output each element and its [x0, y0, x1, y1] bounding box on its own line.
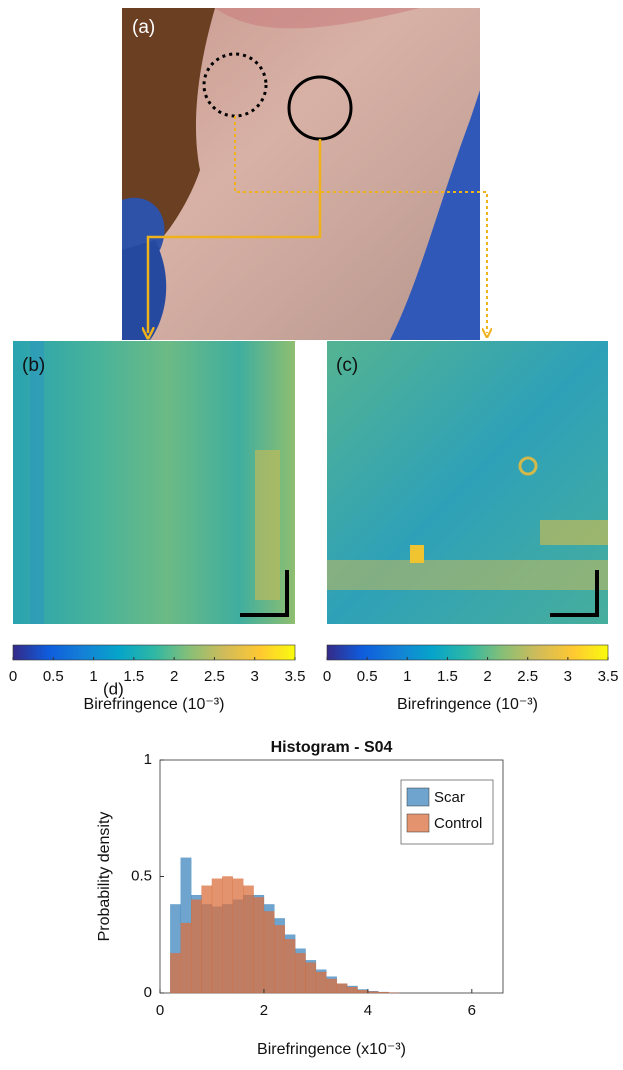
x-tick-label: 3: [564, 668, 572, 685]
histogram-bar: [233, 879, 243, 993]
figure: (a) (b) (c) (d) 00.511.522.533.5Birefrin…: [0, 0, 623, 1065]
chart-title: Histogram - S04: [271, 739, 393, 756]
histogram-bar: [306, 963, 316, 993]
histogram-bar: [326, 979, 336, 993]
histogram-bar: [212, 879, 222, 993]
histogram-bar: [181, 923, 191, 993]
x-tick-label: 2.5: [204, 668, 225, 685]
histogram-bar: [264, 911, 274, 993]
panel-label: (a): [132, 17, 155, 38]
x-tick-label: 2: [483, 668, 491, 685]
legend-swatch: [407, 814, 429, 832]
x-tick-label: 4: [364, 1002, 372, 1019]
legend-label: Scar: [434, 789, 465, 806]
histogram-bar: [202, 886, 212, 993]
x-tick-label: 1: [89, 668, 97, 685]
colorbar: [13, 645, 295, 660]
y-axis-label: Probability density: [96, 812, 113, 942]
x-axis-label: Birefringence (10⁻³): [397, 696, 538, 713]
histogram-bar: [337, 984, 347, 993]
x-tick-label: 1: [403, 668, 411, 685]
x-tick-label: 3.5: [285, 668, 306, 685]
y-tick-label: 0.5: [131, 867, 152, 884]
colorbar: [327, 645, 608, 660]
histogram-bar: [285, 939, 295, 993]
x-tick-label: 2.5: [517, 668, 538, 685]
x-axis-label: Birefringence (10⁻³): [84, 696, 225, 713]
x-tick-label: 0: [323, 668, 331, 685]
histogram-bar: [243, 886, 253, 993]
x-tick-label: 0.5: [43, 668, 64, 685]
legend-label: Control: [434, 815, 482, 832]
x-tick-label: 0.5: [357, 668, 378, 685]
histogram-bar: [170, 953, 180, 993]
x-tick-label: 1.5: [437, 668, 458, 685]
histogram-bar: [357, 990, 367, 993]
histogram-bar: [274, 925, 284, 993]
histogram-bar: [295, 953, 305, 993]
map-scar: (b): [13, 341, 295, 624]
histogram-bar: [222, 877, 232, 994]
x-tick-label: 3: [251, 668, 259, 685]
x-axis-label: Birefringence (x10⁻³): [257, 1041, 406, 1058]
y-tick-label: 1: [144, 751, 152, 768]
x-tick-label: 2: [260, 1002, 268, 1019]
map-control: (c): [327, 341, 608, 624]
panel-label: (c): [336, 355, 358, 376]
y-tick-label: 0: [144, 984, 152, 1001]
histogram-bar: [347, 987, 357, 993]
histogram-bar: [254, 897, 264, 993]
legend-swatch: [407, 788, 429, 806]
histogram-bar: [191, 900, 201, 993]
photo: (a): [122, 8, 487, 340]
x-tick-label: 0: [156, 1002, 164, 1019]
histogram-bar: [378, 992, 388, 993]
x-tick-label: 0: [9, 668, 17, 685]
x-tick-label: 2: [170, 668, 178, 685]
x-tick-label: 6: [468, 1002, 476, 1019]
x-tick-label: 1.5: [123, 668, 144, 685]
histogram-bar: [316, 972, 326, 993]
histogram-bar: [368, 992, 378, 993]
panel-label: (b): [22, 355, 45, 376]
x-tick-label: 3.5: [598, 668, 619, 685]
